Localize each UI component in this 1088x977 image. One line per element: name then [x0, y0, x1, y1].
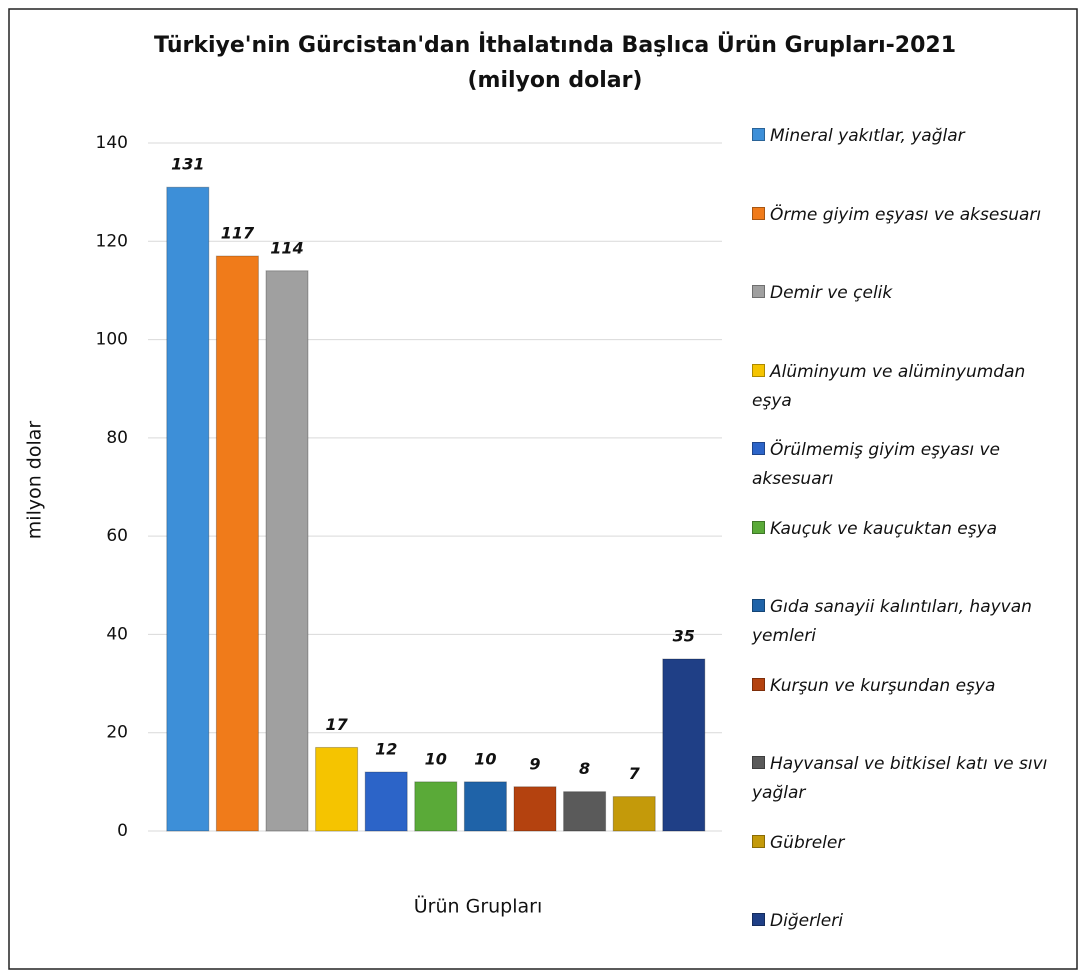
bar	[215, 255, 259, 832]
legend-item: Demir ve çelik	[752, 279, 1070, 308]
bar	[315, 746, 359, 832]
legend-text: Gıda sanayii kalıntıları, hayvan yemleri	[752, 597, 1032, 646]
bar	[364, 771, 408, 832]
data-label: 10	[474, 749, 496, 768]
data-label: 7	[629, 764, 641, 783]
y-tick-label: 140	[96, 133, 128, 153]
legend-text: Örme giyim eşyası ve aksesuarı	[770, 204, 1042, 225]
legend-text: Demir ve çelik	[770, 283, 893, 303]
y-tick-label: 60	[106, 526, 128, 546]
legend-swatch	[752, 520, 765, 534]
chart-title: Türkiye'nin Gürcistan'dan İthalatında Ba…	[154, 32, 956, 58]
bar	[563, 791, 607, 832]
legend-item: Örülmemiş giyim eşyası ve aksesuarı	[752, 436, 1070, 494]
bar	[513, 786, 557, 832]
legend-item: Kauçuk ve kauçuktan eşya	[752, 515, 1070, 544]
legend-item: Örme giyim eşyası ve aksesuarı	[752, 201, 1070, 230]
y-tick-label: 80	[106, 428, 128, 448]
legend-item: Kurşun ve kurşundan eşya	[752, 672, 1070, 701]
bar	[265, 270, 309, 832]
data-label: 131	[171, 155, 204, 174]
legend-text: Diğerleri	[770, 911, 843, 931]
legend-swatch	[752, 913, 765, 926]
legend-swatch	[752, 677, 765, 691]
data-label: 35	[673, 627, 695, 646]
legend-swatch	[752, 206, 765, 220]
legend-text: Alüminyum ve alüminyumdan eşya	[752, 361, 1026, 411]
legend-item: Alüminyum ve alüminyumdan eşya	[752, 358, 1070, 416]
legend-text: Kauçuk ve kauçuktan eşya	[770, 518, 998, 539]
bar	[662, 658, 706, 832]
chart-subtitle: (milyon dolar)	[468, 68, 643, 93]
data-label: 17	[325, 715, 348, 734]
y-tick-label: 40	[106, 624, 128, 644]
data-label: 8	[579, 759, 590, 778]
data-label: 9	[529, 754, 540, 773]
legend-text: Örülmemiş giyim eşyası ve aksesuarı	[752, 440, 1000, 489]
y-tick-label: 100	[96, 330, 128, 350]
legend-swatch	[752, 442, 765, 455]
y-tick-label: 120	[96, 231, 128, 251]
data-label: 114	[270, 238, 303, 257]
legend-swatch	[752, 363, 765, 377]
legend-swatch	[752, 285, 765, 298]
frame	[8, 8, 1078, 970]
y-tick-label: 0	[117, 821, 128, 841]
legend-item: Gıda sanayii kalıntıları, hayvan yemleri	[752, 593, 1070, 651]
y-axis-label: milyon dolar	[24, 421, 46, 540]
legend-swatch	[752, 756, 765, 769]
legend-swatch	[752, 128, 765, 141]
x-axis-label: Ürün Grupları	[414, 895, 543, 918]
legend-item: Hayvansal ve bitkisel katı ve sıvı yağla…	[752, 750, 1070, 808]
bar	[463, 781, 507, 832]
legend-swatch	[752, 599, 765, 612]
data-label: 117	[221, 224, 255, 243]
legend-item: Diğerleri	[752, 907, 1070, 936]
legend-text: Kurşun ve kurşundan eşya	[770, 675, 996, 696]
legend-text: Hayvansal ve bitkisel katı ve sıvı yağla…	[752, 754, 1048, 803]
legend-item: Gübreler	[752, 829, 1070, 858]
bar	[612, 796, 656, 832]
legend-text: Mineral yakıtlar, yağlar	[770, 126, 965, 146]
legend-text: Gübreler	[770, 832, 845, 853]
data-label: 10	[425, 749, 447, 768]
bar	[166, 186, 210, 832]
data-label: 12	[375, 740, 397, 759]
legend-swatch	[752, 834, 765, 848]
y-tick-label: 20	[106, 723, 128, 743]
bar	[414, 781, 458, 832]
legend-item: Mineral yakıtlar, yağlar	[752, 122, 1070, 151]
